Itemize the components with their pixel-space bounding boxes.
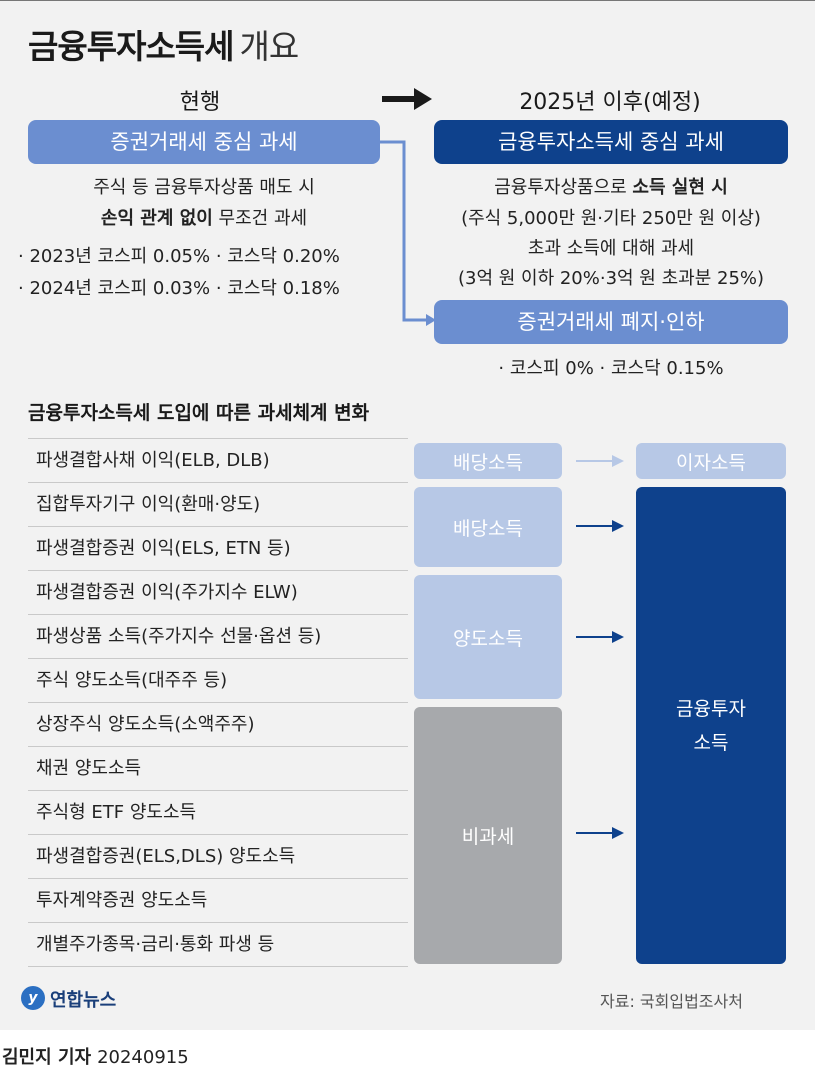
logo-text: 연합뉴스 <box>50 990 117 1011</box>
yonhap-logo-icon: y <box>21 986 45 1010</box>
future-pill-fin-tax: 금융투자소득세 중심 과세 <box>434 120 788 164</box>
table-row: 개별주가종목·금리·통화 파생 등 <box>28 922 408 966</box>
future-desc-line1: 금융투자상품으로 소득 실현 시 <box>494 177 728 198</box>
source-note: 자료: 국회입법조사처 <box>600 992 743 1011</box>
table-row: 집합투자기구 이익(환매·양도) <box>28 482 408 526</box>
table-row: 상장주식 양도소득(소액주주) <box>28 702 408 746</box>
table-row: 파생결합사채 이익(ELB, DLB) <box>28 438 408 482</box>
non-taxed-box: 비과세 <box>414 707 562 964</box>
future-desc-line2: (주식 5,000만 원·기타 250만 원 이상) <box>461 208 761 229</box>
arrow-right-icon <box>382 88 432 110</box>
table-bottom-line <box>28 966 408 967</box>
dividend-box: 배당소득 <box>414 487 562 567</box>
future-pill-securities-tax: 증권거래세 폐지·인하 <box>434 300 788 344</box>
current-pill: 증권거래세 중심 과세 <box>28 120 380 164</box>
reporter-credit: 김민지 기자 20240915 <box>2 1047 189 1068</box>
future-heading: 2025년 이후(예정) <box>519 90 701 115</box>
table-row: 투자계약증권 양도소득 <box>28 878 408 922</box>
dividend-box-top: 배당소득 <box>414 443 562 479</box>
interest-box: 이자소득 <box>636 443 786 479</box>
current-heading: 현행 <box>179 90 221 115</box>
table-row: 주식형 ETF 양도소득 <box>28 790 408 834</box>
table-row: 파생상품 소득(주가지수 선물·옵션 등) <box>28 614 408 658</box>
current-bullet-1: · 2023년 코스피 0.05% · 코스닥 0.20% <box>18 246 340 267</box>
arrow-right-icon <box>576 520 624 532</box>
current-bullet-2: · 2024년 코스피 0.03% · 코스닥 0.18% <box>18 278 340 299</box>
transfer-box: 양도소득 <box>414 575 562 699</box>
table-row: 파생결합증권 이익(주가지수 ELW) <box>28 570 408 614</box>
connector-line <box>380 140 436 326</box>
table-row: 파생결합증권(ELS,DLS) 양도소득 <box>28 834 408 878</box>
arrow-right-icon <box>576 455 624 467</box>
arrow-right-icon <box>576 631 624 643</box>
section-title: 금융투자소득세 도입에 따른 과세체계 변화 <box>28 402 370 424</box>
future-desc-line3: 초과 소득에 대해 과세 <box>527 238 695 259</box>
current-desc-line2: 손익 관계 없이 무조건 과세 <box>100 208 308 229</box>
table-row: 주식 양도소득(대주주 등) <box>28 658 408 702</box>
table-row: 채권 양도소득 <box>28 746 408 790</box>
table-row: 파생결합증권 이익(ELS, ETN 등) <box>28 526 408 570</box>
page-title: 금융투자소득세 개요 <box>28 27 299 66</box>
top-border <box>0 0 815 1</box>
fin-box-line2: 소득 <box>693 731 729 754</box>
future-bullet: · 코스피 0% · 코스닥 0.15% <box>498 358 724 379</box>
future-desc-line4: (3억 원 이하 20%·3억 원 초과분 25%) <box>457 268 765 289</box>
fin-box-line1: 금융투자 <box>676 697 746 720</box>
fin-invest-income-box: 금융투자 소득 <box>636 487 786 964</box>
current-desc-line1: 주식 등 금융투자상품 매도 시 <box>93 177 315 198</box>
arrow-right-icon <box>576 827 624 839</box>
